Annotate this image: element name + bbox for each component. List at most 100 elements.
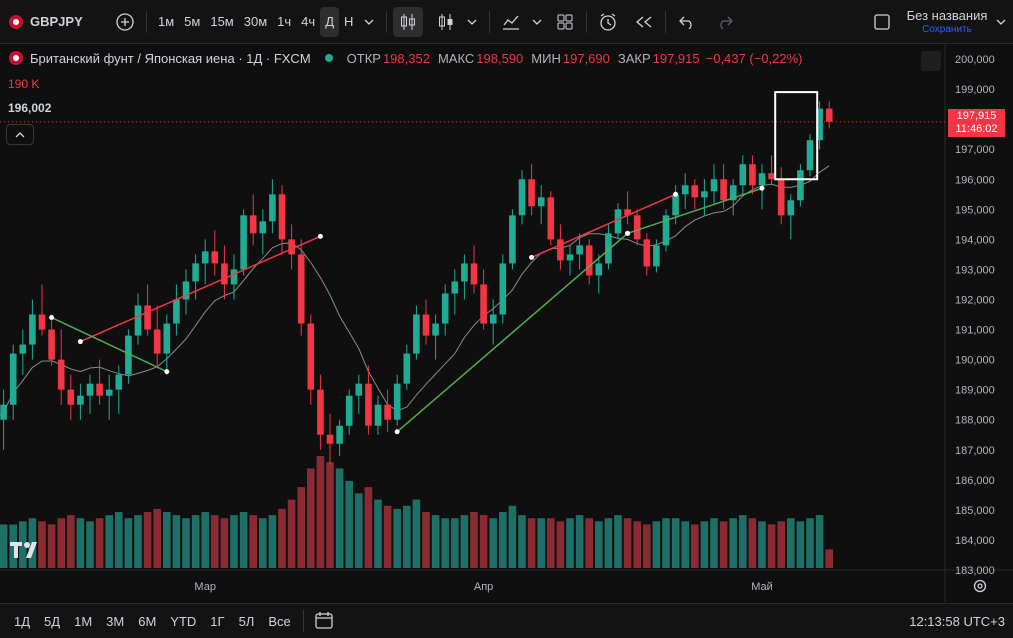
compare-button[interactable] — [110, 7, 140, 37]
volume-bar — [575, 515, 584, 568]
interval-1-button[interactable]: 5м — [184, 14, 201, 29]
symbol-search-button[interactable]: GBPJPY — [0, 7, 110, 37]
chart-type-candles-button[interactable] — [393, 6, 424, 37]
range-0-button[interactable]: 1Д — [14, 613, 31, 629]
redo-icon — [720, 16, 734, 29]
interval-4-button[interactable]: 1ч — [277, 14, 292, 29]
candle-body — [77, 395, 84, 405]
candle-body — [269, 194, 276, 222]
layout-button[interactable] — [867, 7, 897, 37]
volume-bar — [748, 518, 757, 568]
volume-bar — [739, 515, 747, 568]
goto-date-button[interactable] — [314, 610, 334, 633]
axis-settings-button[interactable] — [972, 578, 988, 597]
range-1-button[interactable]: 5Д — [44, 613, 61, 629]
toolbar-divider — [302, 610, 304, 632]
volume-bar — [700, 521, 709, 568]
calendar-icon — [315, 611, 333, 629]
chart-style-button[interactable] — [431, 7, 461, 37]
layout-dropdown[interactable] — [993, 7, 1009, 37]
indicators-button[interactable] — [496, 7, 526, 37]
volume-bar — [268, 515, 277, 568]
collapse-legend-button[interactable] — [6, 124, 34, 145]
symbol-name: GBPJPY — [30, 14, 83, 29]
range-2-button[interactable]: 1М — [74, 613, 93, 629]
volume-bar — [422, 512, 430, 568]
undo-button[interactable] — [672, 7, 702, 37]
volume-bar — [777, 521, 785, 568]
volume-bar — [499, 512, 507, 568]
interval-3-button[interactable]: 30м — [243, 14, 268, 29]
volume-bar — [0, 524, 8, 568]
price-tick-label: 200,000 — [955, 54, 995, 66]
volume-bar — [595, 521, 603, 568]
candle-body — [9, 353, 17, 405]
volume-bar — [249, 515, 257, 568]
candle-body — [211, 251, 219, 264]
volume-bar — [633, 521, 641, 568]
candle-body — [451, 281, 459, 294]
layout-name[interactable]: Без названия Сохранить — [901, 8, 993, 35]
volume-bar — [508, 505, 517, 568]
candle-body — [48, 329, 55, 360]
candles-icon — [401, 13, 416, 30]
layout-square-icon — [874, 13, 890, 30]
undo-icon — [679, 16, 692, 29]
volume-bar — [806, 518, 814, 568]
interval-5-button[interactable]: 4ч — [301, 14, 316, 29]
interval-6-button[interactable]: Д — [320, 6, 339, 37]
layout-save-link[interactable]: Сохранить — [922, 24, 972, 35]
candle-body — [163, 323, 171, 354]
range-4-button[interactable]: 6М — [138, 613, 157, 629]
interval-0-button[interactable]: 1м — [158, 14, 175, 29]
range-5-button[interactable]: YTD — [170, 613, 197, 629]
tradingview-logo — [10, 540, 44, 561]
candle-body — [710, 179, 718, 192]
chart-area[interactable]: 183,000 184,000 185,000 186,000 187,000 188,0… — [0, 44, 1013, 602]
candle-body — [633, 215, 641, 240]
crosshair-price: 196,002 — [8, 101, 52, 115]
interval-dropdown[interactable] — [358, 7, 380, 37]
candle-body — [125, 335, 132, 375]
candle-body — [547, 197, 555, 240]
candle-body — [105, 389, 113, 396]
indicators-dropdown[interactable] — [526, 7, 548, 37]
trendline-red-1 — [80, 235, 321, 343]
redo-button[interactable] — [710, 7, 740, 37]
interval-7-button[interactable]: Н — [344, 14, 354, 29]
chart-settings-icon[interactable] — [921, 51, 941, 71]
candle-body — [384, 404, 391, 420]
volume-bar — [182, 518, 190, 568]
alert-button[interactable] — [593, 7, 623, 37]
bottom-toolbar: 1Д 5Д 1М 3М 6М YTD 1Г 5Л Все 12:13:58 UTC+3 — [0, 603, 1013, 638]
candlestick-chart[interactable]: 183,000 184,000 185,000 186,000 187,000 188,0… — [0, 44, 1013, 602]
chevron-down-icon — [532, 19, 542, 25]
bars-style-icon — [439, 13, 453, 30]
interval-2-button[interactable]: 15м — [210, 14, 234, 29]
chart-style-dropdown[interactable] — [461, 7, 483, 37]
candle-body — [595, 263, 603, 276]
plus-circle-icon — [116, 12, 134, 31]
close-value: 197,915 — [652, 50, 700, 66]
price-tick-label: 189,000 — [955, 385, 995, 397]
range-6-button[interactable]: 1Г — [210, 613, 225, 629]
legend-symbol-name[interactable]: Британский фунт / Японская иена · 1Д · F… — [30, 50, 311, 66]
timezone-clock[interactable]: 12:13:58 UTC+3 — [909, 613, 1005, 629]
volume-bar — [825, 549, 833, 568]
grid-icon — [557, 14, 573, 29]
range-8-button[interactable]: Все — [268, 613, 291, 629]
range-7-button[interactable]: 5Л — [238, 613, 255, 629]
highlight-box — [774, 91, 819, 181]
candle-body — [432, 323, 439, 336]
candle-body — [307, 323, 315, 390]
candle-body — [701, 191, 708, 198]
range-3-button[interactable]: 3М — [106, 613, 125, 629]
candle-body — [192, 263, 199, 282]
templates-button[interactable] — [550, 7, 580, 37]
replay-button[interactable] — [629, 7, 659, 37]
price-tick-label: 184,000 — [955, 535, 995, 547]
candle-body — [537, 197, 545, 207]
candle-body — [317, 389, 324, 435]
volume-bar — [19, 521, 27, 568]
volume-bar — [710, 518, 718, 568]
